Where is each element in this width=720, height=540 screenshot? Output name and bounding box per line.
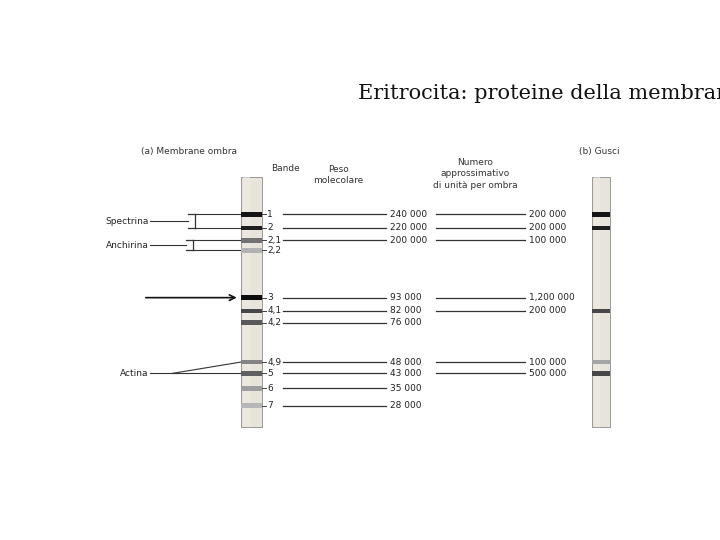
Bar	[240, 309, 262, 313]
Bar	[240, 295, 262, 300]
Text: Actina: Actina	[120, 369, 148, 378]
Text: 82 000: 82 000	[390, 307, 421, 315]
Text: 35 000: 35 000	[390, 384, 421, 393]
Text: Peso
molecolare: Peso molecolare	[313, 165, 364, 185]
Bar	[594, 177, 600, 427]
Bar	[593, 371, 610, 376]
Bar	[240, 320, 262, 325]
Text: 76 000: 76 000	[390, 318, 421, 327]
Bar	[593, 226, 610, 230]
Text: Eritrocita: proteine della membrana plasmatica: Eritrocita: proteine della membrana plas…	[358, 84, 720, 103]
Text: 28 000: 28 000	[390, 401, 421, 410]
Bar	[240, 371, 262, 376]
Bar	[240, 386, 262, 390]
Text: 2: 2	[267, 224, 273, 232]
Text: Bande: Bande	[271, 164, 300, 173]
Text: 500 000: 500 000	[529, 369, 567, 378]
Text: Spectrina: Spectrina	[105, 217, 148, 226]
Bar	[240, 238, 262, 242]
Text: Anchirina: Anchirina	[106, 241, 148, 250]
Text: 2,2: 2,2	[267, 246, 282, 255]
Bar	[240, 177, 262, 427]
Text: 6: 6	[267, 384, 273, 393]
Bar	[240, 248, 262, 253]
Bar	[593, 177, 610, 427]
Text: 4,1: 4,1	[267, 307, 282, 315]
Text: 2,1: 2,1	[267, 236, 282, 245]
Text: (b) Gusci: (b) Gusci	[580, 147, 620, 156]
Text: 48 000: 48 000	[390, 357, 421, 367]
Bar	[593, 360, 610, 365]
Text: 220 000: 220 000	[390, 224, 427, 232]
Text: Numero
approssimativo
di unità per ombra: Numero approssimativo di unità per ombra	[433, 158, 518, 190]
Bar	[593, 309, 610, 313]
Text: 4,2: 4,2	[267, 318, 282, 327]
Bar	[240, 403, 262, 408]
Bar	[240, 360, 262, 365]
Text: 3: 3	[267, 293, 273, 302]
Text: 240 000: 240 000	[390, 210, 427, 219]
Bar	[593, 212, 610, 217]
Text: 5: 5	[267, 369, 273, 378]
Text: 200 000: 200 000	[390, 236, 427, 245]
Text: 100 000: 100 000	[529, 236, 567, 245]
Text: 4,9: 4,9	[267, 357, 282, 367]
Text: 43 000: 43 000	[390, 369, 421, 378]
Bar	[240, 212, 262, 217]
Text: 7: 7	[267, 401, 273, 410]
Bar	[240, 226, 262, 230]
Text: 200 000: 200 000	[529, 224, 567, 232]
Text: 1,200 000: 1,200 000	[529, 293, 575, 302]
Text: 100 000: 100 000	[529, 357, 567, 367]
Text: (a) Membrane ombra: (a) Membrane ombra	[141, 147, 238, 156]
Text: 1: 1	[267, 210, 273, 219]
Text: 200 000: 200 000	[529, 210, 567, 219]
Text: 200 000: 200 000	[529, 307, 567, 315]
Text: 93 000: 93 000	[390, 293, 421, 302]
Bar	[243, 177, 251, 427]
